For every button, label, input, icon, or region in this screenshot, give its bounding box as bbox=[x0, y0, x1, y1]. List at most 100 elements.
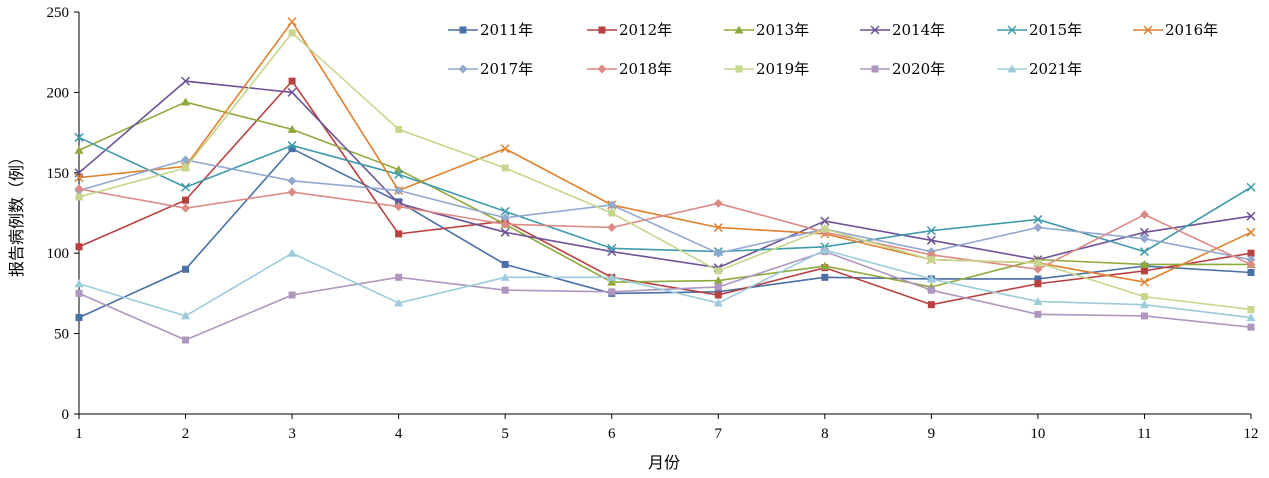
data-point bbox=[1246, 227, 1256, 237]
data-point bbox=[1247, 323, 1255, 331]
data-point bbox=[75, 289, 83, 297]
data-point bbox=[394, 185, 404, 195]
data-point bbox=[500, 213, 510, 223]
legend-marker bbox=[459, 26, 467, 34]
data-point bbox=[821, 273, 829, 281]
data-point bbox=[714, 283, 722, 291]
y-tick-label: 50 bbox=[54, 327, 69, 343]
data-point bbox=[500, 219, 510, 229]
series-2019年 bbox=[75, 29, 1255, 313]
series-line bbox=[78, 136, 1252, 253]
legend-entry: 2018年 bbox=[587, 60, 672, 78]
data-point bbox=[927, 286, 935, 294]
legend-label: 2012年 bbox=[619, 21, 672, 39]
data-point bbox=[395, 198, 403, 206]
data-point bbox=[1034, 275, 1042, 283]
data-point bbox=[1139, 247, 1149, 257]
x-tick-label: 8 bbox=[821, 426, 829, 442]
data-point bbox=[182, 196, 190, 204]
legend-marker bbox=[458, 64, 468, 74]
data-point bbox=[607, 222, 617, 232]
data-point bbox=[394, 202, 404, 212]
x-tick-label: 5 bbox=[501, 426, 509, 442]
y-tick-label: 100 bbox=[47, 246, 70, 262]
legend-marker bbox=[1007, 25, 1017, 35]
data-point bbox=[500, 227, 510, 237]
data-point bbox=[181, 203, 191, 213]
data-point bbox=[287, 140, 297, 150]
data-point bbox=[1246, 313, 1256, 322]
x-tick-label: 10 bbox=[1030, 426, 1045, 442]
data-point bbox=[713, 248, 723, 258]
data-point bbox=[501, 260, 509, 268]
series-line bbox=[78, 250, 1252, 341]
data-point bbox=[1140, 293, 1148, 301]
data-point bbox=[1034, 310, 1042, 318]
data-point bbox=[1139, 277, 1149, 287]
x-tick-label: 7 bbox=[715, 426, 723, 442]
data-point bbox=[1033, 222, 1043, 232]
data-point bbox=[75, 314, 83, 322]
legend: 2011年 2012年 2013年 2014年 2015年 2016年 2017年 2018年… bbox=[448, 21, 1218, 78]
legend-marker bbox=[735, 65, 743, 73]
series-2018年 bbox=[74, 184, 1256, 274]
data-point bbox=[501, 164, 509, 172]
legend-entry: 2021年 bbox=[997, 60, 1082, 78]
data-point bbox=[714, 291, 722, 299]
data-point bbox=[287, 124, 297, 133]
data-point bbox=[926, 235, 936, 245]
x-tick-label: 11 bbox=[1137, 426, 1151, 442]
data-point bbox=[820, 216, 830, 226]
series-line bbox=[78, 80, 1252, 269]
legend-marker bbox=[870, 25, 880, 35]
y-axis-title: 报告病例数（例） bbox=[7, 149, 26, 277]
series-line bbox=[78, 79, 1252, 306]
data-point bbox=[820, 245, 830, 254]
x-axis-title: 月份 bbox=[648, 453, 680, 472]
data-point bbox=[500, 206, 510, 216]
data-point bbox=[1246, 182, 1256, 192]
data-point bbox=[1139, 210, 1149, 220]
data-point bbox=[74, 279, 84, 288]
series-line bbox=[78, 249, 1252, 319]
legend-label: 2016年 bbox=[1165, 21, 1218, 39]
data-point bbox=[1033, 296, 1043, 305]
data-point bbox=[607, 272, 617, 281]
data-point bbox=[926, 274, 936, 283]
x-tick-label: 1 bbox=[75, 426, 83, 442]
data-point bbox=[1247, 305, 1255, 313]
data-point bbox=[74, 184, 84, 194]
data-point bbox=[607, 277, 617, 286]
data-point bbox=[181, 76, 191, 86]
legend-label: 2011年 bbox=[480, 21, 533, 39]
x-tick-label: 6 bbox=[608, 426, 616, 442]
data-point bbox=[182, 164, 190, 172]
series-2021年 bbox=[74, 245, 1256, 322]
data-point bbox=[394, 298, 404, 307]
x-tick-label: 3 bbox=[288, 426, 296, 442]
data-point bbox=[607, 243, 617, 253]
legend-label: 2018年 bbox=[619, 60, 672, 78]
data-point bbox=[181, 97, 191, 106]
data-point bbox=[607, 200, 617, 210]
data-point bbox=[181, 155, 191, 165]
data-point bbox=[1034, 280, 1042, 288]
data-point bbox=[1140, 267, 1148, 275]
y-tick-label: 0 bbox=[62, 407, 70, 423]
data-point bbox=[1139, 227, 1149, 237]
series-2016年 bbox=[74, 17, 1256, 287]
data-point bbox=[287, 17, 297, 27]
data-point bbox=[288, 145, 296, 153]
data-point bbox=[1246, 255, 1256, 265]
legend-entry: 2014年 bbox=[860, 21, 945, 39]
data-point bbox=[713, 198, 723, 208]
series-2020年 bbox=[75, 248, 1255, 344]
data-point bbox=[1139, 234, 1149, 244]
data-point bbox=[395, 125, 403, 133]
y-tick-label: 200 bbox=[47, 85, 70, 101]
data-point bbox=[714, 267, 722, 275]
series-line bbox=[78, 188, 1252, 271]
data-point bbox=[1246, 259, 1256, 269]
series-2011年 bbox=[75, 145, 1255, 322]
